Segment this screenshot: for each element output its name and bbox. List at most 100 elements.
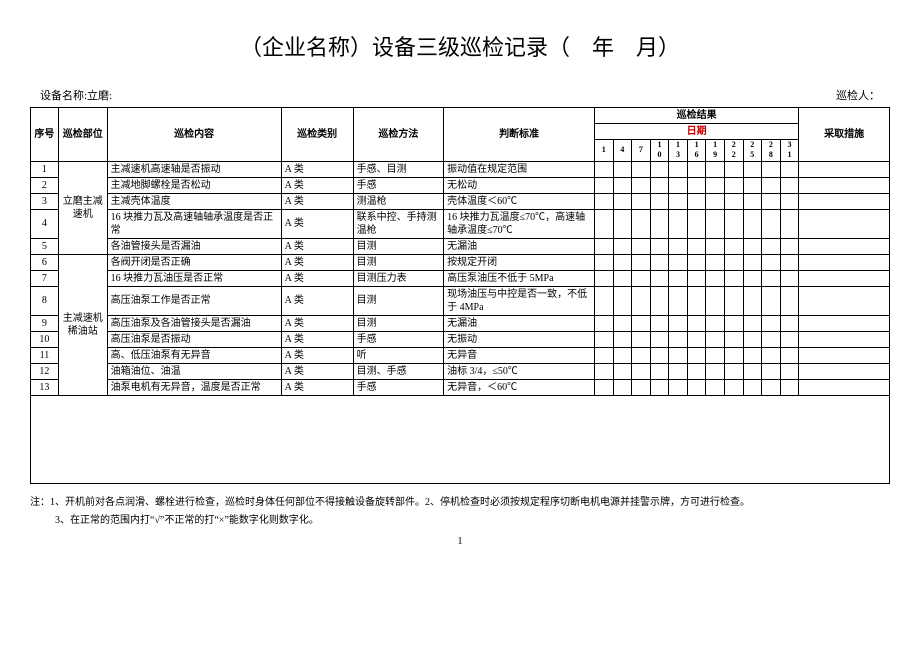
cell-result	[613, 363, 632, 379]
h-result: 巡检结果	[595, 108, 799, 124]
cell-result	[687, 363, 706, 379]
table-row: 716 块推力瓦油压是否正常A 类目测压力表高压泵油压不低于 5MPa	[31, 270, 890, 286]
cell-result	[595, 209, 614, 238]
h-date: 日期	[595, 124, 799, 140]
date-col: 1	[595, 140, 614, 162]
cell-result	[613, 209, 632, 238]
cell-result	[595, 238, 614, 254]
cell-seq: 1	[31, 161, 59, 177]
h-criteria: 判断标准	[444, 108, 595, 162]
cell-category: A 类	[281, 286, 353, 315]
cell-result	[632, 331, 651, 347]
cell-result	[595, 193, 614, 209]
cell-method: 目测	[353, 286, 444, 315]
cell-result	[687, 193, 706, 209]
cell-result	[613, 177, 632, 193]
cell-result	[687, 286, 706, 315]
cell-action	[799, 254, 890, 270]
cell-result	[595, 379, 614, 395]
cell-category: A 类	[281, 379, 353, 395]
cell-method: 听	[353, 347, 444, 363]
page-title: （企业名称）设备三级巡检记录（ 年 月）	[30, 30, 890, 62]
date-col: 7	[632, 140, 651, 162]
cell-result	[595, 286, 614, 315]
cell-result	[687, 254, 706, 270]
table-row: 11高、低压油泵有无异音A 类听无异音	[31, 347, 890, 363]
cell-seq: 11	[31, 347, 59, 363]
cell-result	[706, 379, 725, 395]
cell-result	[632, 363, 651, 379]
cell-category: A 类	[281, 193, 353, 209]
cell-result	[613, 193, 632, 209]
cell-criteria: 无松动	[444, 177, 595, 193]
cell-seq: 13	[31, 379, 59, 395]
cell-result	[743, 161, 762, 177]
table-row: 12油箱油位、油温A 类目测、手感油标 3/4，≤50℃	[31, 363, 890, 379]
date-col: 1 3	[669, 140, 688, 162]
cell-content: 油箱油位、油温	[107, 363, 281, 379]
meta-row: 设备名称:立磨: 巡检人：	[40, 87, 880, 103]
cell-result	[780, 379, 799, 395]
cell-criteria: 无漏油	[444, 315, 595, 331]
cell-result	[650, 177, 669, 193]
table-row: 416 块推力瓦及高速轴轴承温度是否正常A 类联系中控、手持测温枪16 块推力瓦…	[31, 209, 890, 238]
cell-result	[650, 193, 669, 209]
cell-result	[613, 238, 632, 254]
cell-result	[613, 331, 632, 347]
cell-criteria: 高压泵油压不低于 5MPa	[444, 270, 595, 286]
cell-category: A 类	[281, 238, 353, 254]
cell-result	[595, 161, 614, 177]
cell-result	[687, 315, 706, 331]
cell-result	[669, 161, 688, 177]
table-row: 13油泵电机有无异音，温度是否正常A 类手感无异音，＜60℃	[31, 379, 890, 395]
cell-result	[706, 315, 725, 331]
cell-method: 手感	[353, 331, 444, 347]
cell-result	[650, 331, 669, 347]
blank-cell	[31, 395, 890, 483]
cell-method: 目测	[353, 238, 444, 254]
cell-result	[706, 270, 725, 286]
cell-action	[799, 347, 890, 363]
h-part: 巡检部位	[58, 108, 107, 162]
cell-result	[687, 161, 706, 177]
cell-criteria: 无异音	[444, 347, 595, 363]
cell-content: 高压油泵是否振动	[107, 331, 281, 347]
cell-result	[687, 238, 706, 254]
page-number: 1	[30, 536, 890, 547]
cell-result	[706, 177, 725, 193]
cell-action	[799, 161, 890, 177]
cell-result	[595, 347, 614, 363]
cell-result	[595, 177, 614, 193]
cell-result	[724, 363, 743, 379]
cell-content: 主减速机高速轴是否振动	[107, 161, 281, 177]
cell-result	[724, 177, 743, 193]
cell-result	[595, 270, 614, 286]
cell-result	[669, 254, 688, 270]
cell-result	[762, 286, 781, 315]
cell-result	[669, 315, 688, 331]
cell-action	[799, 331, 890, 347]
cell-result	[743, 177, 762, 193]
cell-category: A 类	[281, 363, 353, 379]
cell-result	[762, 331, 781, 347]
cell-action	[799, 177, 890, 193]
cell-method: 手感、目测	[353, 161, 444, 177]
cell-result	[780, 363, 799, 379]
cell-content: 主减地脚螺栓是否松动	[107, 177, 281, 193]
cell-result	[780, 193, 799, 209]
table-row: 3主减壳体温度A 类测温枪壳体温度＜60℃	[31, 193, 890, 209]
cell-method: 目测压力表	[353, 270, 444, 286]
cell-result	[762, 363, 781, 379]
cell-method: 联系中控、手持测温枪	[353, 209, 444, 238]
cell-result	[613, 270, 632, 286]
date-col: 4	[613, 140, 632, 162]
cell-result	[780, 161, 799, 177]
cell-result	[780, 254, 799, 270]
cell-content: 高、低压油泵有无异音	[107, 347, 281, 363]
cell-action	[799, 286, 890, 315]
cell-result	[706, 254, 725, 270]
blank-row	[31, 395, 890, 483]
cell-part: 立磨主减速机	[58, 161, 107, 254]
note-line-2: 3、在正常的范围内打“√”不正常的打“×”能数字化则数字化。	[30, 512, 890, 530]
cell-content: 主减壳体温度	[107, 193, 281, 209]
